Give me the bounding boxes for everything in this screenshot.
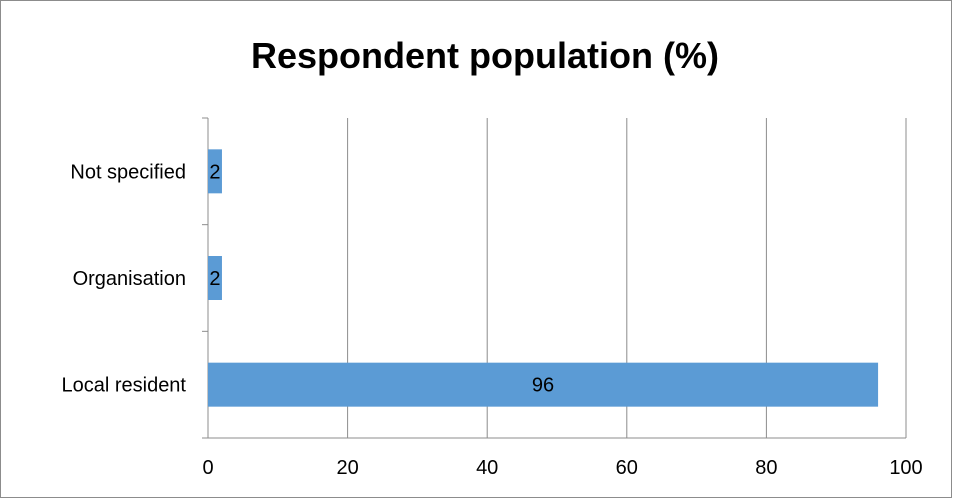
- x-tick-label: 0: [202, 457, 213, 479]
- bar-organisation: [208, 256, 222, 300]
- x-tick-label: 80: [755, 457, 777, 479]
- data-label: 2: [209, 161, 220, 183]
- x-tick-label: 60: [616, 457, 638, 479]
- y-category-label: Local resident: [61, 375, 186, 397]
- data-label: 2: [209, 268, 220, 290]
- y-category-label: Organisation: [73, 268, 186, 290]
- bar-not-specified: [208, 149, 222, 194]
- bar-local-resident: [208, 362, 879, 407]
- labels: 0 20 40 60 80 100 Local resident 96 Organisation…: [61, 161, 922, 479]
- y-category-label: Not specified: [70, 161, 186, 183]
- bars: [208, 149, 879, 407]
- data-label: 96: [532, 375, 554, 397]
- x-tick-label: 40: [476, 457, 498, 479]
- x-tick-label: 100: [889, 457, 922, 479]
- x-tick-label: 20: [336, 457, 358, 479]
- chart-title: Respondent population (%): [251, 35, 719, 76]
